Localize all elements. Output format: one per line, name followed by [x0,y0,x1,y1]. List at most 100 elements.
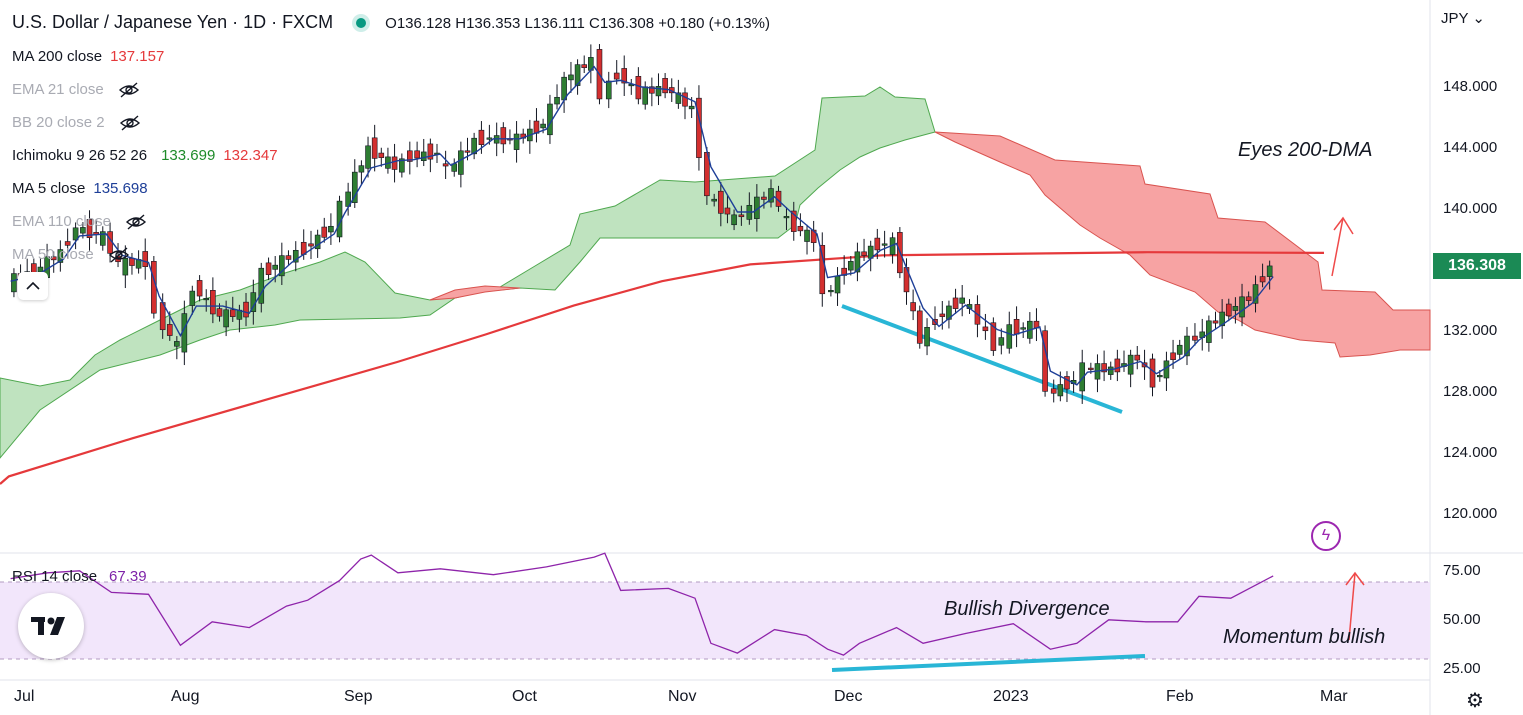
candle-up [458,150,464,175]
candle-up [605,80,612,100]
candle-up [223,309,229,328]
candle-down [761,196,767,200]
candle-up [351,171,358,203]
up-arrow-icon[interactable] [1331,216,1354,277]
chevron-up-icon [26,281,40,290]
candle-down [1192,335,1198,341]
candle-up [959,297,965,304]
candle-down [371,137,378,159]
candle-up [189,290,196,306]
candle-up [1232,306,1239,311]
candle-up [1266,265,1273,277]
indicator-ema21[interactable]: EMA 21 close [12,81,140,98]
indicator-bb20[interactable]: BB 20 close 2 [12,114,141,131]
candle-down [229,309,236,317]
candle-down [216,308,223,317]
candle-down [414,150,420,159]
y-tick: 128.000 [1443,383,1498,400]
candle-up [203,298,210,301]
candle-up [399,158,405,173]
candle-up [711,198,717,202]
candle-up [731,214,737,226]
y-tick: 132.000 [1443,322,1498,339]
y-tick: 144.000 [1443,139,1498,156]
candle-down [129,257,135,266]
candle-up [258,267,265,304]
x-tick: Jul [14,688,35,705]
indicator-ma5[interactable]: MA 5 close 135.698 [12,180,148,197]
eye-hidden-icon[interactable] [118,82,140,98]
candle-down [464,150,471,153]
candle-up [174,341,180,347]
annotation-bullish-divergence[interactable]: Bullish Divergence [944,598,1110,620]
x-tick: Sep [344,688,373,705]
candle-down [1064,376,1070,390]
candle-up [998,337,1005,346]
tradingview-logo[interactable] [18,593,84,659]
candle-up [486,137,493,140]
ichimoku-cloud-bearish [934,131,1431,358]
candle-up [540,123,546,129]
ichimoku-cloud-bullish [0,86,936,459]
rsi-line [10,552,1274,656]
candle-up [574,64,581,86]
indicator-ma50[interactable]: MA 50 close [12,246,130,263]
candle-down [1149,358,1156,388]
price-support-trendline[interactable] [841,304,1123,414]
ma200-line [0,251,1325,485]
symbol-title[interactable]: U.S. Dollar / Japanese Yen · 1D · FXCM [12,12,334,32]
rsi-divergence-trendline[interactable] [831,654,1146,672]
candle-down [391,156,398,170]
candle-down [196,280,203,297]
candle-up [358,165,365,173]
candle-up [881,243,888,246]
candle-down [378,152,385,158]
annotation-momentum-bullish[interactable]: Momentum bullish [1223,626,1386,648]
candle-up [72,227,79,241]
candle-down [407,150,413,162]
candle-down [810,229,817,243]
candle-up [1006,324,1013,349]
candle-down [861,251,867,256]
currency-selector[interactable]: JPY ⌄ [1441,10,1485,27]
candle-down [321,226,328,238]
rsi-y-tick: 25.00 [1443,660,1481,677]
eye-hidden-icon[interactable] [119,115,141,131]
candle-down [86,219,93,239]
annotation-eyes-200dma[interactable]: Eyes 200-DMA [1238,139,1373,161]
candle-down [1245,296,1252,301]
lightning-icon[interactable]: ϟ [1311,521,1341,551]
eye-hidden-icon[interactable] [108,247,130,263]
tradingview-logo-icon [31,617,65,635]
candle-down [841,267,847,276]
candle-up [854,251,861,273]
candle-down [635,76,642,100]
candle-down [1212,320,1219,324]
candle-up [1057,384,1064,397]
x-tick: Nov [668,688,697,705]
eye-hidden-icon[interactable] [125,214,147,230]
rsi-legend[interactable]: RSI 14 close 67.39 [12,568,147,585]
candle-up [568,74,574,81]
candle-up [642,86,649,105]
candle-up [57,249,64,263]
high-value: H136.353 [455,15,521,32]
candle-down [874,237,881,251]
candle-down [442,163,449,167]
indicator-ichimoku[interactable]: Ichimoku 9 26 52 26 133.699 132.347 [12,147,278,164]
candle-up [314,234,321,250]
candle-down [819,245,826,295]
gear-icon[interactable]: ⚙ [1466,690,1484,712]
candle-up [365,145,371,169]
candle-up [828,290,834,293]
indicator-ema110[interactable]: EMA 110 close [12,213,147,230]
candle-down [916,310,923,344]
collapse-legend-button[interactable] [18,272,48,300]
candle-down [613,72,620,80]
candle-down [1101,363,1107,373]
candle-down [990,322,997,351]
indicator-ma200[interactable]: MA 200 close 137.157 [12,48,165,65]
rsi-y-tick: 75.00 [1443,562,1481,579]
rsi-up-arrow-icon[interactable] [1345,571,1365,641]
